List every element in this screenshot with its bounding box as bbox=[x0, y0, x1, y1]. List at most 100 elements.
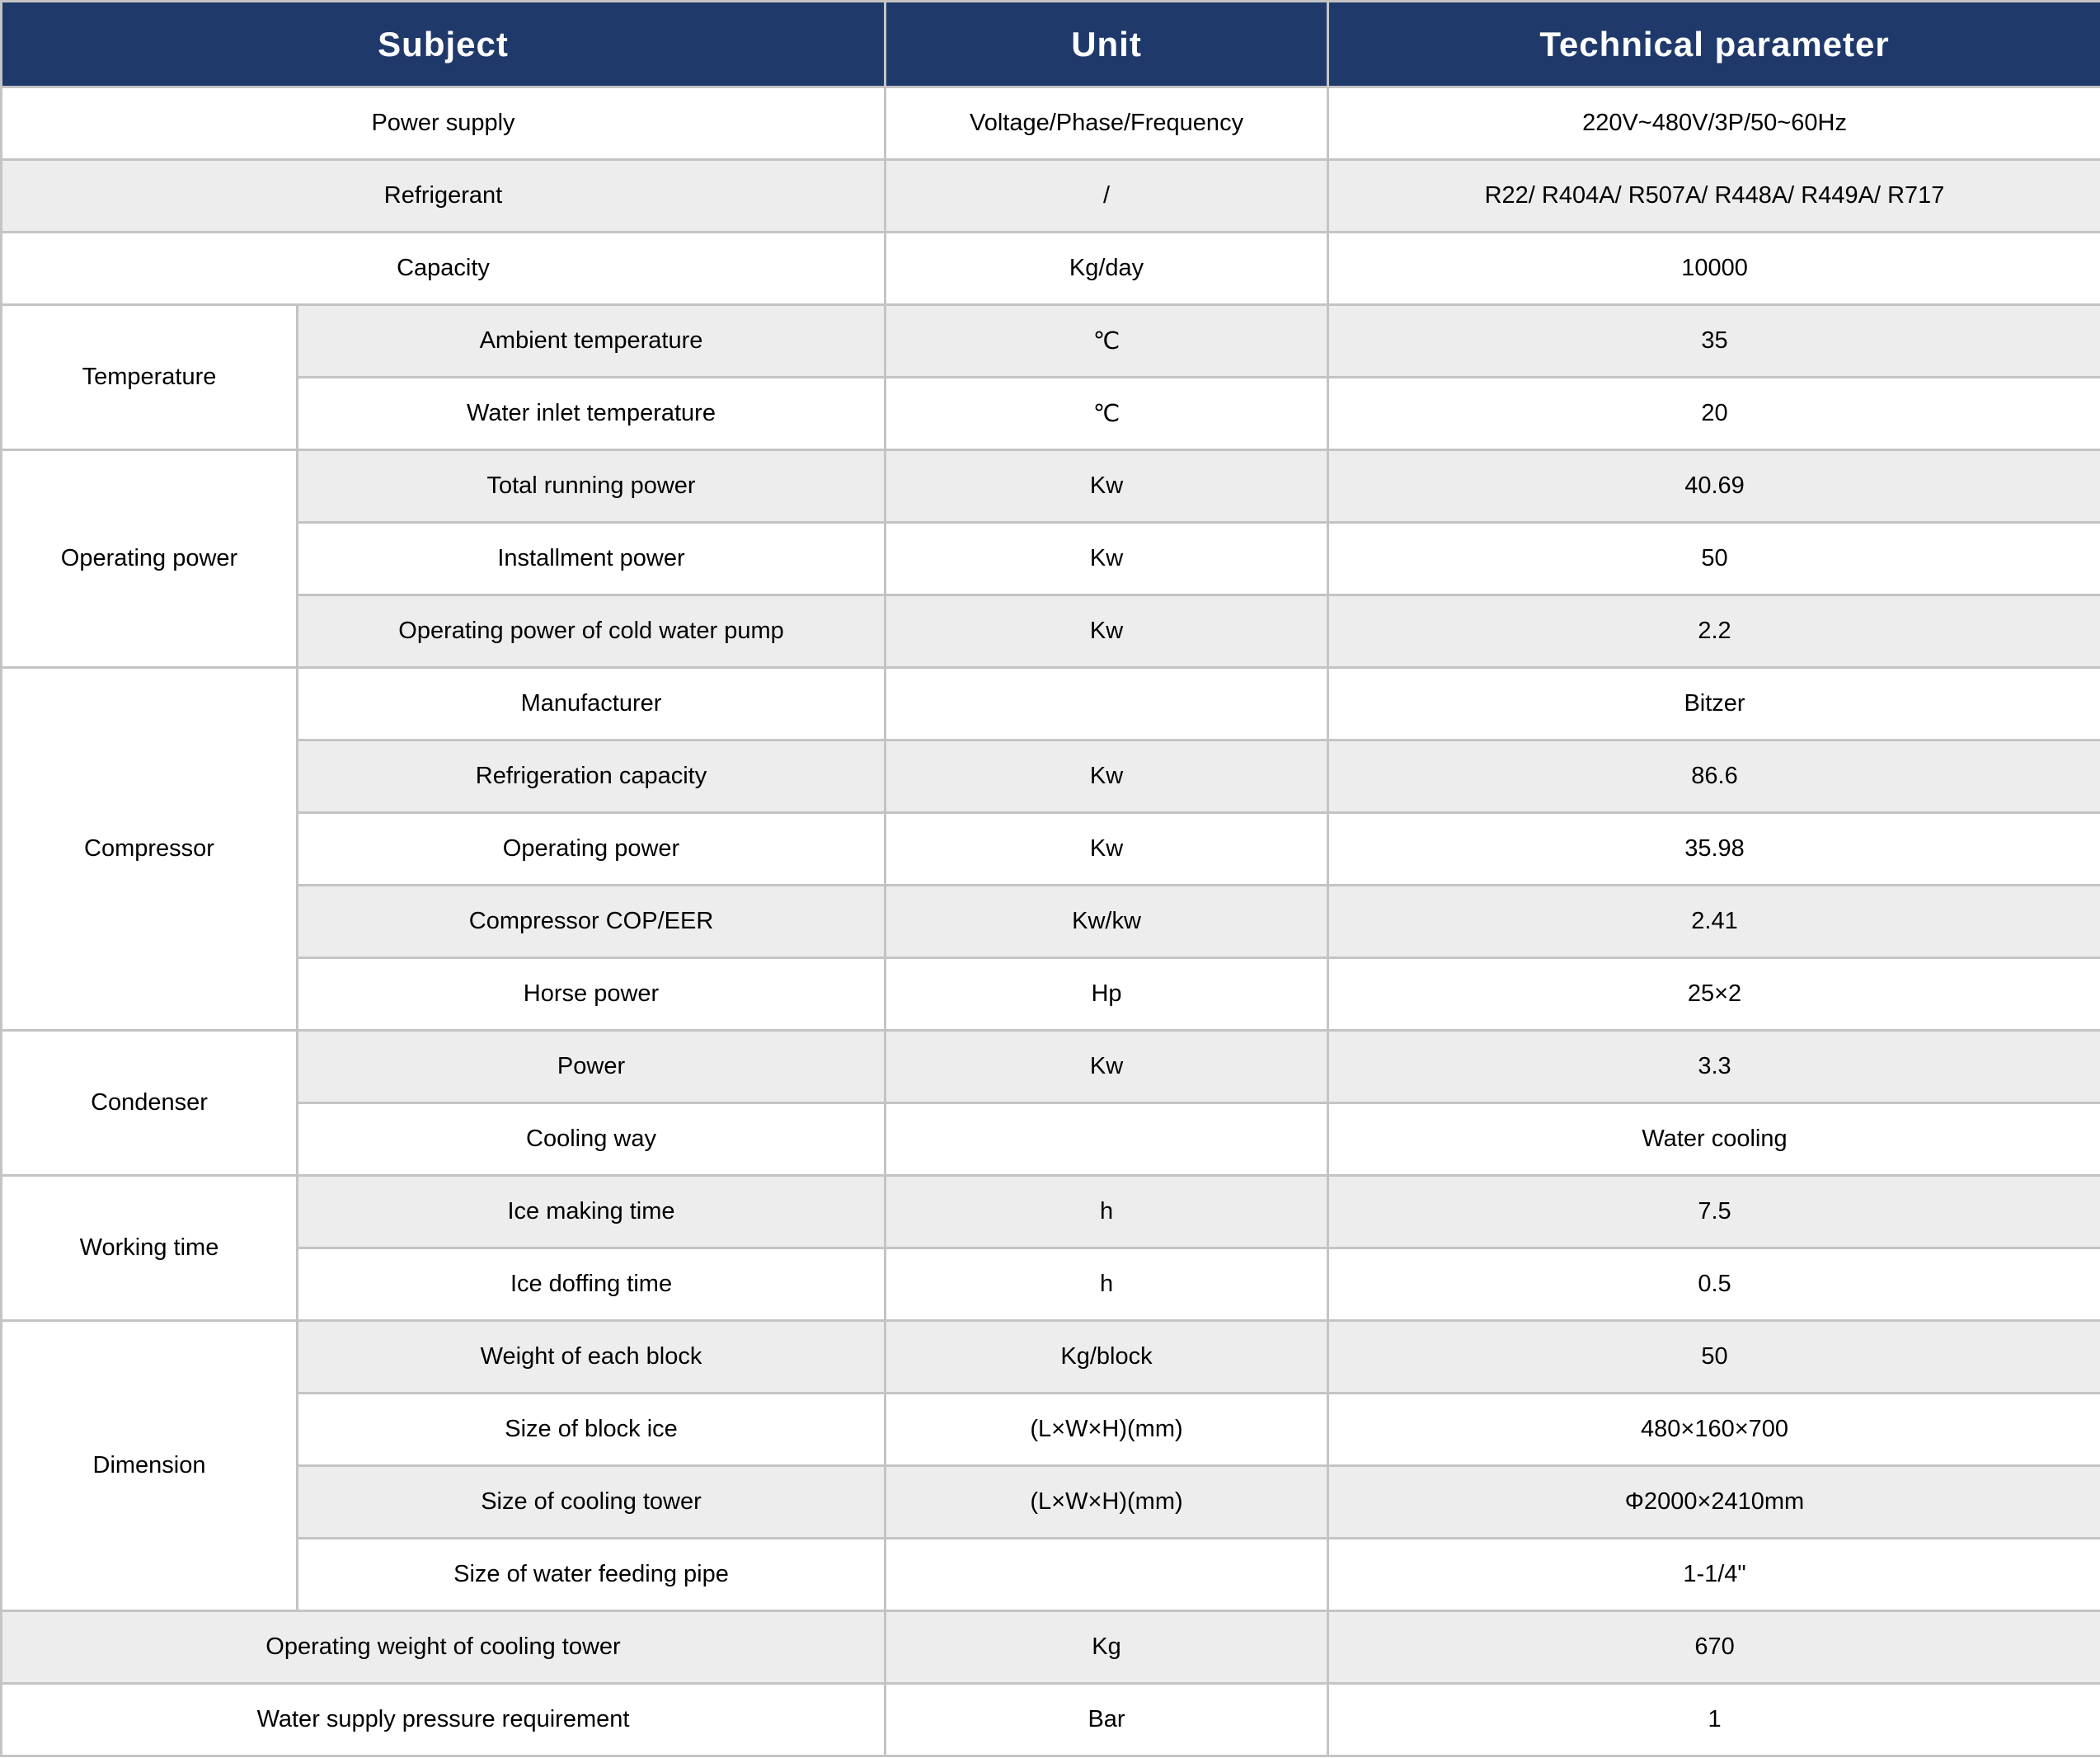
value-cell: 2.41 bbox=[1327, 884, 2100, 959]
unit-cell: Voltage/Phase/Frequency bbox=[884, 86, 1330, 161]
table-body: Power supply Voltage/Phase/Frequency 220… bbox=[0, 86, 2100, 1757]
subject-cell: Installment power bbox=[295, 521, 887, 596]
subject-cell: Cooling way bbox=[295, 1102, 887, 1177]
subject-cell: Size of block ice bbox=[295, 1392, 887, 1467]
table-row: Size of block ice (L×W×H)(mm) 480×160×70… bbox=[2, 1392, 2100, 1467]
table-row: Installment power Kw 50 bbox=[2, 521, 2100, 596]
value-cell: R22/ R404A/ R507A/ R448A/ R449A/ R717 bbox=[1327, 158, 2100, 233]
value-cell: 35 bbox=[1327, 303, 2100, 378]
table-row: Refrigeration capacity Kw 86.6 bbox=[2, 739, 2100, 814]
value-cell: 7.5 bbox=[1327, 1174, 2100, 1249]
subject-cell: Power supply bbox=[0, 86, 887, 161]
table-row: Refrigerant / R22/ R404A/ R507A/ R448A/ … bbox=[0, 158, 2100, 233]
value-cell: 670 bbox=[1327, 1610, 2100, 1685]
subject-cell: Power bbox=[295, 1029, 887, 1104]
unit-cell: / bbox=[884, 158, 1330, 233]
subject-cell: Total running power bbox=[295, 449, 887, 524]
subject-cell: Water supply pressure requirement bbox=[0, 1682, 887, 1757]
category-cell: Operating power bbox=[0, 449, 298, 669]
subject-cell: Ambient temperature bbox=[295, 303, 887, 378]
value-cell: 50 bbox=[1327, 1319, 2100, 1394]
subject-cell: Refrigerant bbox=[0, 158, 887, 233]
table-row: Dimension Weight of each block Kg/block … bbox=[0, 1319, 2100, 1612]
table-row: Water inlet temperature ℃ 20 bbox=[2, 376, 2100, 451]
value-cell: 20 bbox=[1327, 376, 2100, 451]
unit-cell: (L×W×H)(mm) bbox=[884, 1392, 1330, 1467]
value-cell: 25×2 bbox=[1327, 957, 2100, 1032]
value-cell: 40.69 bbox=[1327, 449, 2100, 524]
category-cell: Dimension bbox=[0, 1319, 298, 1612]
table-row: Power supply Voltage/Phase/Frequency 220… bbox=[0, 86, 2100, 161]
value-cell: Φ2000×2410mm bbox=[1327, 1464, 2100, 1539]
unit-cell: (L×W×H)(mm) bbox=[884, 1464, 1330, 1539]
header-parameter: Technical parameter bbox=[1327, 0, 2100, 88]
table-row: Operating power of cold water pump Kw 2.… bbox=[2, 594, 2100, 669]
subject-cell: Operating weight of cooling tower bbox=[0, 1610, 887, 1685]
category-cell: Temperature bbox=[0, 303, 298, 451]
unit-cell bbox=[884, 1537, 1330, 1612]
table-row: Size of water feeding pipe 1-1/4" bbox=[2, 1537, 2100, 1612]
unit-cell: Kw bbox=[884, 521, 1330, 596]
table-row: Size of cooling tower (L×W×H)(mm) Φ2000×… bbox=[2, 1464, 2100, 1539]
table-row: Operating weight of cooling tower Kg 670 bbox=[0, 1610, 2100, 1685]
subject-cell: Size of cooling tower bbox=[295, 1464, 887, 1539]
unit-cell: Kg/day bbox=[884, 231, 1330, 306]
subject-cell: Manufacturer bbox=[295, 666, 887, 741]
unit-cell bbox=[884, 666, 1330, 741]
value-cell: 3.3 bbox=[1327, 1029, 2100, 1104]
unit-cell: Kw bbox=[884, 739, 1330, 814]
value-cell: Bitzer bbox=[1327, 666, 2100, 741]
value-cell: 1-1/4" bbox=[1327, 1537, 2100, 1612]
table-header: Subject Unit Technical parameter bbox=[0, 0, 2100, 88]
unit-cell: Hp bbox=[884, 957, 1330, 1032]
unit-cell: Kw bbox=[884, 594, 1330, 669]
value-cell: 50 bbox=[1327, 521, 2100, 596]
table-row: Temperature Ambient temperature ℃ 35 bbox=[0, 303, 2100, 451]
header-unit: Unit bbox=[884, 0, 1330, 88]
unit-cell: ℃ bbox=[884, 376, 1330, 451]
value-cell: 480×160×700 bbox=[1327, 1392, 2100, 1467]
category-cell: Working time bbox=[0, 1174, 298, 1322]
value-cell: 1 bbox=[1327, 1682, 2100, 1757]
unit-cell: Kg/block bbox=[884, 1319, 1330, 1394]
value-cell: 10000 bbox=[1327, 231, 2100, 306]
unit-cell: Kg bbox=[884, 1610, 1330, 1685]
table-row: Water supply pressure requirement Bar 1 bbox=[0, 1682, 2100, 1757]
table-row: Operating power Kw 35.98 bbox=[2, 811, 2100, 886]
value-cell: 86.6 bbox=[1327, 739, 2100, 814]
subject-cell: Operating power of cold water pump bbox=[295, 594, 887, 669]
header-subject: Subject bbox=[0, 0, 887, 88]
table-row: Cooling way Water cooling bbox=[2, 1102, 2100, 1177]
value-cell: Water cooling bbox=[1327, 1102, 2100, 1177]
subject-cell: Weight of each block bbox=[295, 1319, 887, 1394]
subject-cell: Horse power bbox=[295, 957, 887, 1032]
unit-cell: Kw bbox=[884, 811, 1330, 886]
subject-cell: Refrigeration capacity bbox=[295, 739, 887, 814]
subject-cell: Ice doffing time bbox=[295, 1247, 887, 1322]
table-row: Operating power Total running power Kw 4… bbox=[0, 449, 2100, 669]
subject-cell: Compressor COP/EER bbox=[295, 884, 887, 959]
value-cell: 2.2 bbox=[1327, 594, 2100, 669]
table-row: Ice doffing time h 0.5 bbox=[2, 1247, 2100, 1322]
unit-cell bbox=[884, 1102, 1330, 1177]
unit-cell: Kw/kw bbox=[884, 884, 1330, 959]
value-cell: 35.98 bbox=[1327, 811, 2100, 886]
table-row: Working time Ice making time h 7.5 bbox=[0, 1174, 2100, 1322]
unit-cell: ℃ bbox=[884, 303, 1330, 378]
unit-cell: Bar bbox=[884, 1682, 1330, 1757]
table-row: Capacity Kg/day 10000 bbox=[0, 231, 2100, 306]
header-row: Subject Unit Technical parameter bbox=[0, 0, 2100, 88]
subject-cell: Water inlet temperature bbox=[295, 376, 887, 451]
table-row: Condenser Power Kw 3.3 bbox=[0, 1029, 2100, 1177]
unit-cell: Kw bbox=[884, 1029, 1330, 1104]
subject-cell: Size of water feeding pipe bbox=[295, 1537, 887, 1612]
table-row: Compressor COP/EER Kw/kw 2.41 bbox=[2, 884, 2100, 959]
value-cell: 220V~480V/3P/50~60Hz bbox=[1327, 86, 2100, 161]
table-row: Horse power Hp 25×2 bbox=[2, 957, 2100, 1032]
unit-cell: h bbox=[884, 1247, 1330, 1322]
category-cell: Condenser bbox=[0, 1029, 298, 1177]
unit-cell: Kw bbox=[884, 449, 1330, 524]
subject-cell: Capacity bbox=[0, 231, 887, 306]
value-cell: 0.5 bbox=[1327, 1247, 2100, 1322]
